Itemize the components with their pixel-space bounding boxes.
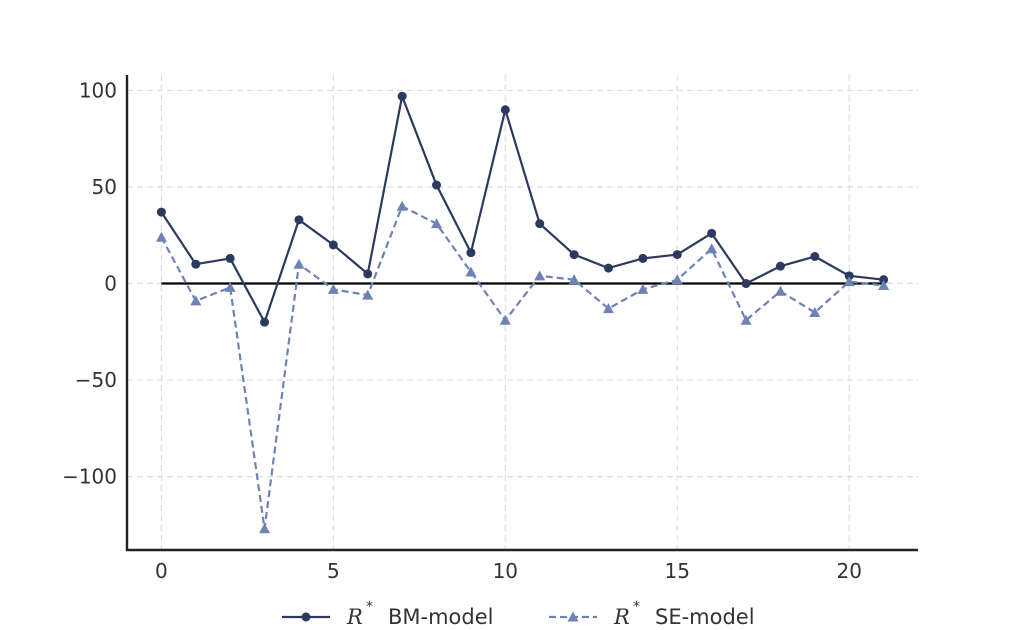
data-point — [328, 240, 338, 250]
series-1 — [155, 200, 890, 534]
data-point — [225, 253, 235, 263]
y-tick-label: 0 — [104, 272, 117, 296]
series-line-0 — [160, 95, 884, 324]
data-point — [740, 314, 752, 325]
data-point — [431, 218, 443, 229]
grid-lines — [127, 75, 918, 550]
tick-labels: 0 5 10 15 20 −100 −50 0 50 100 — [62, 78, 862, 583]
x-tick-label: 15 — [665, 559, 690, 583]
legend-label-se: SE-model — [655, 605, 755, 629]
series-layer — [155, 91, 890, 534]
data-point — [466, 248, 476, 258]
x-tick-label: 10 — [493, 559, 518, 583]
data-point — [672, 250, 682, 260]
data-point — [878, 279, 890, 290]
data-point — [363, 269, 373, 279]
data-point — [224, 281, 236, 292]
legend: R * BM-model R * SE-model — [282, 599, 755, 629]
data-point — [569, 250, 579, 260]
data-point — [775, 261, 785, 271]
y-tick-label: −100 — [62, 465, 117, 489]
data-point — [465, 266, 477, 277]
data-point — [499, 314, 511, 325]
data-point — [809, 307, 821, 317]
y-tick-label: −50 — [75, 368, 117, 392]
data-point — [706, 243, 718, 254]
data-point — [741, 279, 751, 289]
data-point — [396, 200, 408, 211]
data-point — [155, 231, 167, 242]
data-point — [602, 303, 614, 314]
data-point — [638, 253, 648, 263]
data-point — [535, 219, 545, 229]
data-point — [259, 523, 271, 534]
legend-label-bm: BM-model — [388, 605, 494, 629]
data-point — [879, 275, 889, 285]
x-tick-label: 5 — [327, 559, 340, 583]
data-point — [843, 276, 855, 287]
data-point — [191, 259, 201, 269]
data-point — [260, 317, 270, 327]
legend-symbol-bm: R — [346, 605, 363, 629]
legend-marker-triangle-icon — [567, 611, 579, 622]
data-point — [397, 91, 407, 101]
legend-symbol-se: R — [613, 605, 630, 629]
legend-item-se: R * SE-model — [549, 599, 755, 629]
data-point — [293, 258, 305, 269]
data-point — [671, 274, 683, 285]
data-point — [568, 274, 580, 285]
data-point — [190, 295, 202, 306]
x-tick-label: 20 — [836, 559, 861, 583]
data-point — [294, 215, 304, 225]
y-tick-label: 50 — [92, 175, 117, 199]
series-0 — [156, 91, 889, 327]
legend-superscript-bm: * — [366, 599, 373, 615]
data-point — [844, 271, 854, 281]
data-point — [707, 228, 717, 238]
data-point — [534, 270, 546, 281]
data-point — [500, 105, 510, 115]
axes — [125, 75, 918, 552]
legend-marker-circle-icon — [301, 612, 311, 622]
series-line-1 — [160, 205, 884, 530]
legend-item-bm: R * BM-model — [282, 599, 494, 629]
data-point — [362, 289, 374, 300]
data-point — [810, 252, 820, 262]
data-point — [637, 283, 649, 294]
x-tick-label: 0 — [155, 559, 168, 583]
legend-superscript-se: * — [633, 599, 640, 615]
data-point — [603, 263, 613, 273]
data-point — [156, 207, 166, 217]
y-tick-label: 100 — [79, 78, 117, 102]
data-point — [327, 283, 339, 294]
data-point — [432, 180, 442, 190]
data-point — [774, 285, 786, 296]
